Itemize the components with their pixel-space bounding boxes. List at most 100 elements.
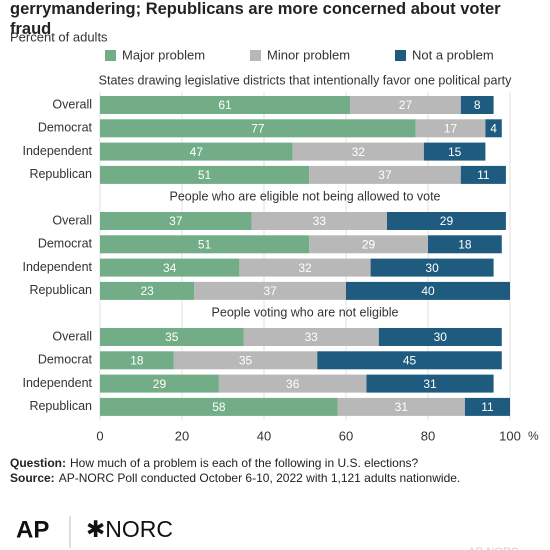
bar-label: 51 — [198, 237, 212, 251]
bar-segment — [251, 212, 387, 230]
bar-label: 17 — [444, 121, 458, 135]
y-tick-label: Independent — [22, 376, 92, 390]
note-label: Source: — [10, 471, 55, 485]
x-tick-label: 60 — [339, 428, 353, 443]
panel-title: States drawing legislative districts tha… — [99, 73, 512, 87]
y-tick-label: Republican — [29, 167, 92, 181]
bar-label: 45 — [403, 353, 417, 367]
y-tick-label: Republican — [29, 283, 92, 297]
bar-label: 34 — [163, 261, 177, 275]
bar-segment — [100, 351, 174, 370]
bar-label: 51 — [198, 168, 212, 182]
bar-segment — [100, 328, 244, 346]
note: Source: AP-NORC Poll conducted October 6-… — [10, 471, 460, 485]
chart-title: Democrats are more concerned about voter… — [10, 0, 501, 38]
bar-label: 32 — [298, 261, 312, 275]
bar-segment — [100, 142, 293, 161]
note-text: AP-NORC Poll conducted October 6-10, 202… — [59, 471, 461, 485]
bar-segment — [460, 165, 506, 184]
bar-label: 47 — [190, 145, 204, 159]
bar-segment — [378, 328, 502, 346]
y-tick-label: Republican — [29, 399, 92, 413]
bar-segment — [239, 258, 371, 277]
y-tick-label: Democrat — [38, 237, 93, 251]
bar-segment — [100, 212, 252, 230]
bar-label: 18 — [458, 237, 472, 251]
legend-label: Minor problem — [267, 47, 350, 62]
bar-segment — [350, 96, 461, 114]
bar-segment — [346, 281, 510, 300]
bar-segment — [415, 119, 486, 138]
bar-segment — [100, 374, 219, 393]
y-tick-label: Democrat — [38, 121, 93, 135]
bar-label: 37 — [169, 214, 183, 228]
bar-label: 30 — [434, 330, 448, 344]
bar-label: 33 — [313, 214, 327, 228]
note-label: Question: — [10, 456, 66, 470]
bar-label: 11 — [481, 400, 494, 414]
panel-title: People who are eligible not being allowe… — [169, 189, 440, 203]
bar-segment — [317, 351, 502, 370]
y-tick-label: Overall — [52, 213, 92, 227]
bar-segment — [194, 281, 346, 300]
bar-label: 33 — [304, 330, 318, 344]
subtitle: Percent of adults — [10, 29, 108, 44]
logo-corner: AP-NORC — [468, 546, 519, 550]
bar-segment — [100, 397, 338, 416]
bar-label: 35 — [239, 353, 253, 367]
y-tick-label: Independent — [22, 260, 92, 274]
x-axis-unit: % — [528, 429, 539, 443]
legend-swatch — [395, 50, 406, 61]
bar-segment — [428, 235, 502, 254]
x-tick-label: 80 — [421, 428, 435, 443]
bar-segment — [100, 235, 310, 254]
legend-label: Not a problem — [412, 47, 494, 62]
bar-label: 4 — [490, 121, 497, 135]
legend-swatch — [250, 50, 261, 61]
bar-label: 11 — [477, 168, 490, 182]
x-tick-label: 20 — [175, 428, 189, 443]
bar-segment — [309, 165, 461, 184]
bar-segment — [337, 397, 465, 416]
bar-segment — [370, 258, 494, 277]
bar-segment — [243, 328, 379, 346]
legend-swatch — [105, 50, 116, 61]
bar-segment — [460, 96, 494, 114]
bar-segment — [292, 142, 424, 161]
y-tick-label: Independent — [22, 144, 92, 158]
x-tick-label: 0 — [96, 428, 103, 443]
bar-label: 77 — [251, 121, 265, 135]
bar-label: 36 — [286, 377, 300, 391]
bar-segment — [387, 212, 506, 230]
bar-label: 15 — [448, 145, 462, 159]
logo-ap: AP — [16, 516, 49, 543]
bar-label: 37 — [378, 168, 392, 182]
bar-segment — [309, 235, 428, 254]
note-text: How much of a problem is each of the fol… — [70, 456, 419, 470]
bar-segment — [423, 142, 486, 161]
note: Question: How much of a problem is each o… — [10, 456, 419, 470]
bar-label: 31 — [423, 377, 437, 391]
bar-label: 27 — [399, 98, 413, 112]
bar-label: 37 — [263, 284, 277, 298]
bar-segment — [366, 374, 494, 393]
x-tick-label: 100 — [499, 428, 521, 443]
y-tick-label: Overall — [52, 329, 92, 343]
bar-segment — [218, 374, 367, 393]
bar-segment — [100, 281, 195, 300]
bar-label: 32 — [352, 145, 366, 159]
x-tick-label: 40 — [257, 428, 271, 443]
legend-label: Major problem — [122, 47, 205, 62]
bar-label: 61 — [218, 98, 232, 112]
bar-label: 30 — [425, 261, 439, 275]
bar-segment — [464, 397, 510, 416]
bar-label: 29 — [362, 237, 376, 251]
bar-label: 8 — [474, 98, 481, 112]
bar-segment — [100, 165, 310, 184]
y-tick-label: Democrat — [38, 353, 93, 367]
bar-label: 58 — [212, 400, 226, 414]
bar-segment — [485, 119, 502, 138]
bar-segment — [100, 258, 240, 277]
